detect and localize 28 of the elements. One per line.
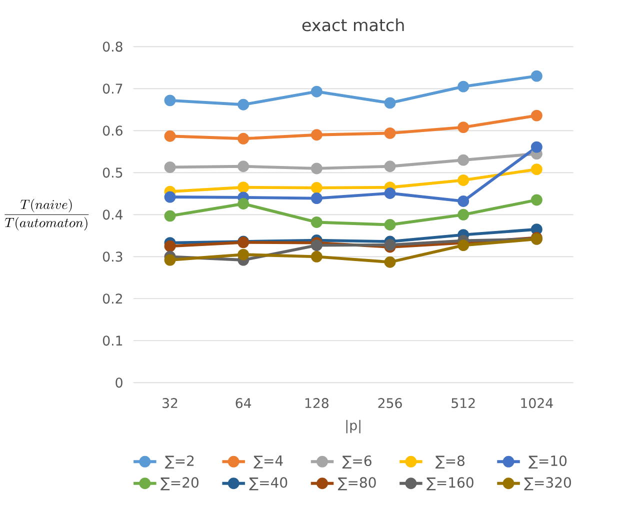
x-tick-label: 256 [378,398,402,408]
legend-label: ∑=4 [254,455,283,468]
y-tick-label: 0.6 [102,125,122,136]
y-tick-label: 0 [116,377,122,388]
y-tick-label: 0.1 [102,335,122,346]
legend-label: ∑=2 [165,455,194,468]
chart-title: exact match [302,18,404,32]
x-tick-label: 1024 [521,398,553,408]
legend-label: ∑=160 [426,477,474,490]
x-tick-label: 32 [162,398,178,408]
y-tick-label: 0.2 [102,293,122,304]
legend-label: ∑=10 [528,455,567,468]
legend-label: ∑=8 [436,455,464,468]
y-tick-label: 0.3 [102,251,122,262]
x-tick-label: 64 [236,398,252,408]
y-axis-title: $\frac{T(naive)}{T(automaton)}$ [4,198,89,230]
legend-label: ∑=80 [338,477,376,490]
y-tick-label: 0.8 [102,41,122,52]
x-tick-label: 128 [305,398,328,408]
legend-label: ∑=40 [249,477,288,490]
y-tick-label: 0.5 [102,167,122,178]
y-tick-label: 0.4 [102,209,123,220]
legend-label: ∑=320 [524,477,571,490]
y-tick-label: 0.7 [102,83,122,94]
legend-label: ∑=20 [160,477,198,490]
legend-label: ∑=6 [342,455,372,468]
x-axis-title: |p| [346,420,360,434]
x-tick-label: 512 [452,398,475,408]
